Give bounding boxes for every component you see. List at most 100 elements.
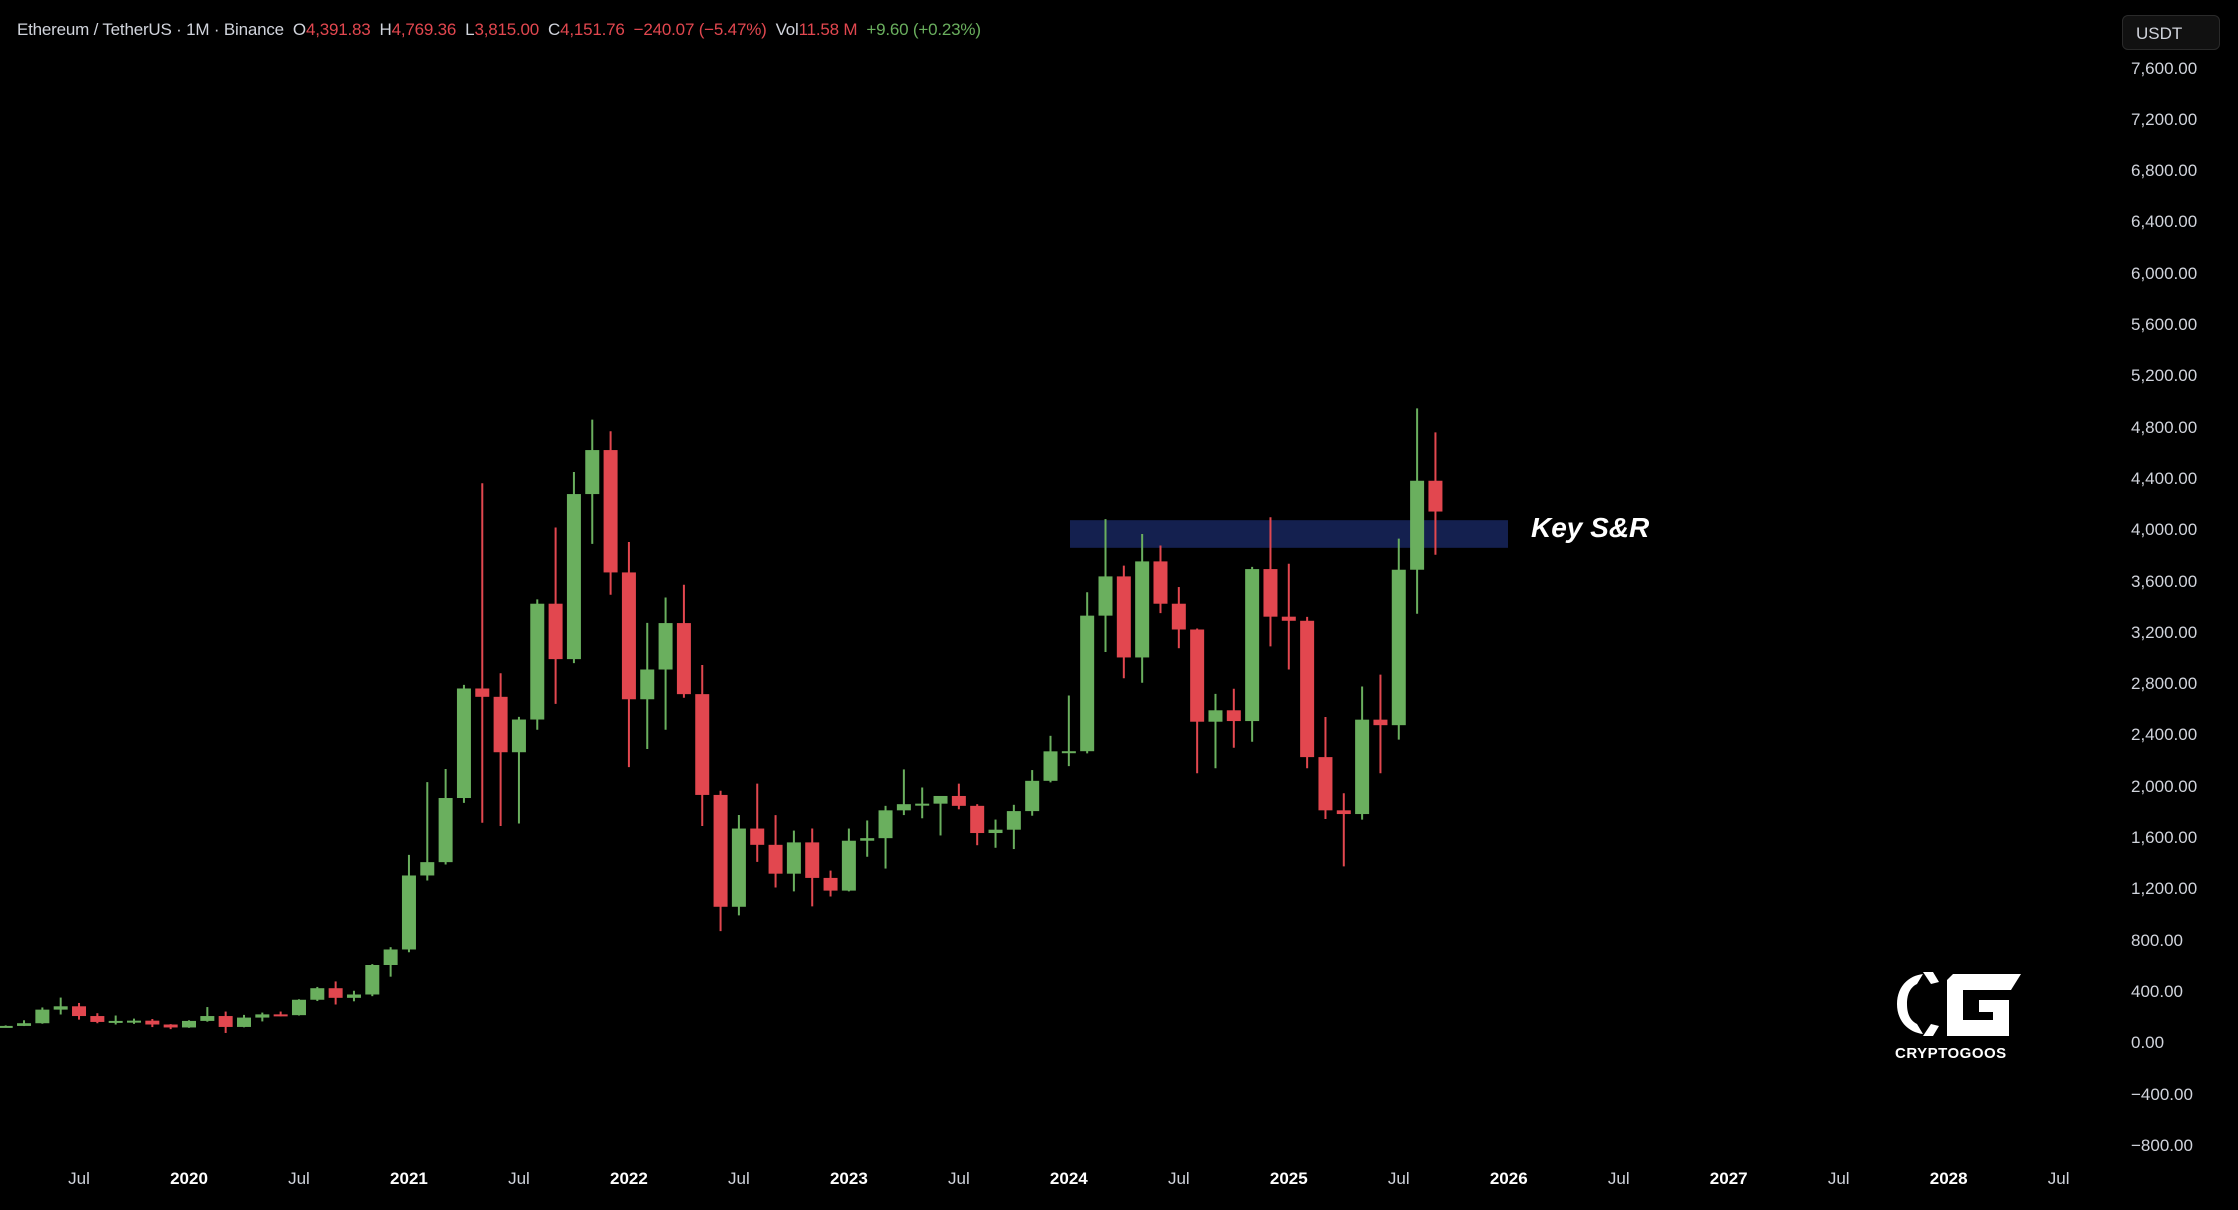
- key-sr-zone-rect[interactable]: [1070, 520, 1508, 548]
- time-tick-label: 2021: [390, 1169, 428, 1188]
- candle[interactable]: [1208, 693, 1223, 769]
- candle[interactable]: [860, 820, 875, 857]
- candle[interactable]: [1135, 533, 1150, 683]
- candle[interactable]: [621, 542, 636, 768]
- candle[interactable]: [236, 1014, 251, 1028]
- candle[interactable]: [72, 1002, 87, 1020]
- cryptogoos-logo-icon: [1897, 972, 2021, 1036]
- candle[interactable]: [200, 1007, 215, 1022]
- candle[interactable]: [1391, 538, 1406, 740]
- candle[interactable]: [878, 805, 893, 869]
- candle[interactable]: [53, 997, 68, 1015]
- candle[interactable]: [1226, 688, 1241, 748]
- candle[interactable]: [0, 1025, 13, 1028]
- candle[interactable]: [365, 964, 380, 997]
- candle[interactable]: [951, 783, 966, 810]
- candle[interactable]: [713, 790, 728, 932]
- candle[interactable]: [1043, 735, 1058, 783]
- candle[interactable]: [17, 1020, 32, 1027]
- candle[interactable]: [401, 854, 416, 953]
- candle[interactable]: [603, 431, 618, 595]
- candle[interactable]: [218, 1011, 233, 1033]
- candle[interactable]: [493, 673, 508, 826]
- price-tick-label: 6,800.00: [2131, 161, 2198, 181]
- candle[interactable]: [823, 870, 838, 897]
- candle[interactable]: [511, 716, 526, 824]
- key-sr-annotation[interactable]: Key S&R: [1531, 512, 1650, 543]
- candle[interactable]: [933, 795, 948, 836]
- candlestick-chart[interactable]: [0, 0, 2110, 1150]
- candle[interactable]: [1190, 628, 1205, 774]
- time-tick-label: Jul: [288, 1169, 310, 1188]
- key-sr-zone[interactable]: [1070, 520, 1508, 548]
- candle[interactable]: [1263, 517, 1278, 647]
- candle[interactable]: [475, 483, 490, 823]
- candle[interactable]: [768, 815, 783, 888]
- candle[interactable]: [1098, 519, 1113, 652]
- price-tick-label: 5,200.00: [2131, 366, 2198, 386]
- candle[interactable]: [640, 622, 655, 750]
- volume-change: +9.60 (+0.23%): [866, 20, 981, 39]
- candle[interactable]: [456, 684, 471, 803]
- candle[interactable]: [1336, 793, 1351, 867]
- candle[interactable]: [383, 947, 398, 977]
- candle[interactable]: [805, 828, 820, 907]
- candle[interactable]: [273, 1011, 288, 1017]
- candle[interactable]: [1080, 592, 1095, 754]
- candle[interactable]: [127, 1018, 142, 1024]
- candle[interactable]: [695, 665, 710, 826]
- candle[interactable]: [786, 830, 801, 892]
- candle[interactable]: [1373, 674, 1388, 774]
- candle[interactable]: [1428, 432, 1443, 555]
- candle[interactable]: [1410, 408, 1425, 614]
- candle[interactable]: [1025, 770, 1040, 816]
- low-label: L: [465, 20, 475, 39]
- candle[interactable]: [750, 783, 765, 862]
- price-tick-label: 4,800.00: [2131, 417, 2198, 437]
- candle[interactable]: [182, 1020, 196, 1028]
- candle[interactable]: [1281, 563, 1296, 670]
- high-label: H: [379, 20, 392, 39]
- candle[interactable]: [676, 584, 691, 698]
- candle[interactable]: [585, 419, 600, 544]
- price-tick-label: 5,600.00: [2131, 315, 2198, 334]
- price-tick-label: 6,000.00: [2131, 263, 2198, 283]
- candle[interactable]: [1006, 804, 1021, 850]
- candle[interactable]: [530, 599, 545, 730]
- candle[interactable]: [108, 1015, 123, 1025]
- candle[interactable]: [1171, 587, 1186, 649]
- candle[interactable]: [731, 814, 746, 916]
- candle[interactable]: [896, 769, 911, 816]
- symbol-title[interactable]: Ethereum / TetherUS · 1M · Binance: [17, 20, 284, 39]
- candle[interactable]: [163, 1024, 178, 1030]
- candle[interactable]: [1300, 616, 1315, 769]
- candle[interactable]: [35, 1007, 50, 1024]
- candle[interactable]: [291, 999, 306, 1016]
- candle[interactable]: [658, 597, 673, 730]
- candle[interactable]: [310, 986, 325, 1002]
- candle[interactable]: [255, 1012, 270, 1022]
- candle[interactable]: [328, 981, 343, 1005]
- candle[interactable]: [548, 527, 563, 704]
- candle[interactable]: [420, 782, 435, 881]
- candle[interactable]: [988, 819, 1003, 848]
- candle[interactable]: [346, 990, 361, 1002]
- candle[interactable]: [915, 787, 930, 819]
- candle[interactable]: [841, 828, 856, 892]
- candle[interactable]: [1153, 545, 1168, 614]
- candle[interactable]: [566, 472, 581, 664]
- currency-button[interactable]: USDT: [2122, 15, 2220, 50]
- candle[interactable]: [1116, 565, 1131, 679]
- volume-label: Vol: [775, 20, 799, 39]
- candle[interactable]: [1061, 695, 1076, 767]
- candle[interactable]: [1318, 716, 1333, 820]
- time-tick-label: Jul: [1167, 1169, 1190, 1188]
- candle[interactable]: [90, 1013, 105, 1024]
- candle[interactable]: [1355, 686, 1370, 820]
- candle[interactable]: [1245, 566, 1260, 742]
- price-tick-label: 3,600.00: [2131, 571, 2198, 591]
- close-label: C: [548, 20, 561, 39]
- candle[interactable]: [438, 769, 453, 865]
- candle[interactable]: [970, 804, 985, 846]
- candle[interactable]: [145, 1018, 160, 1028]
